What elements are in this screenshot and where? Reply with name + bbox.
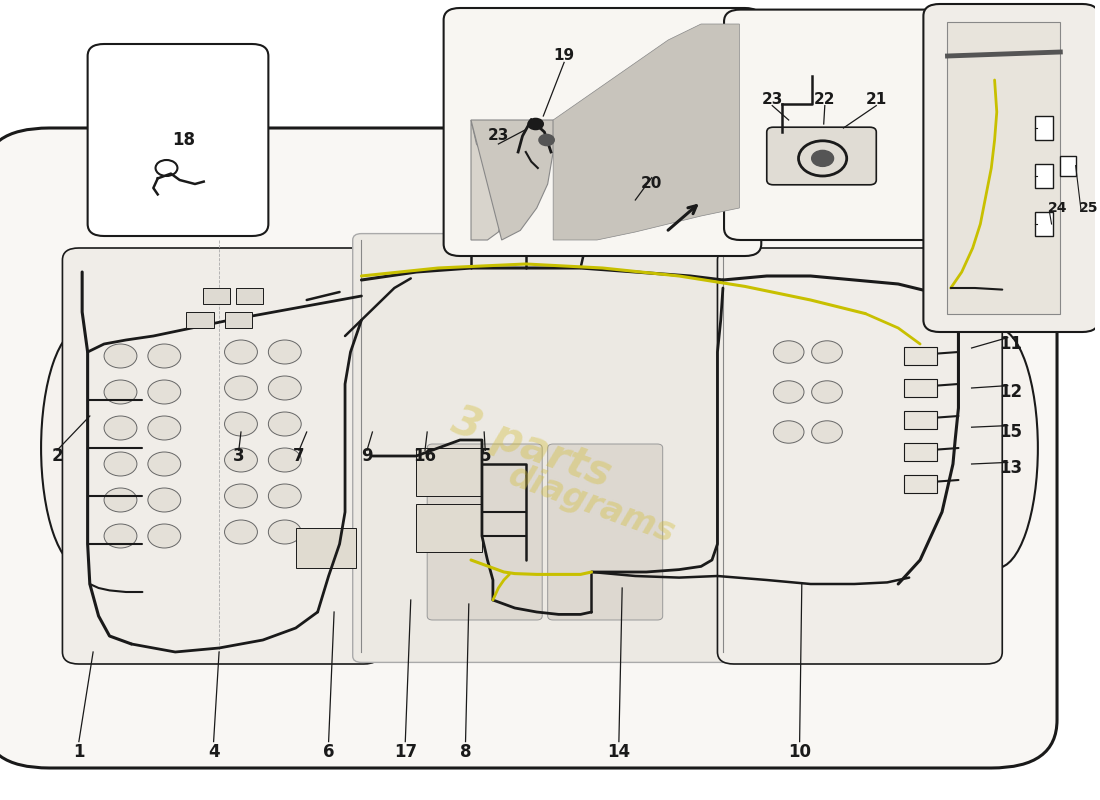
Text: 2: 2 — [51, 447, 63, 465]
Text: 8: 8 — [460, 743, 471, 761]
Text: 14: 14 — [607, 743, 630, 761]
Polygon shape — [553, 24, 739, 240]
Bar — [296, 528, 356, 568]
Bar — [186, 312, 213, 328]
Ellipse shape — [104, 344, 136, 368]
FancyBboxPatch shape — [63, 248, 381, 664]
Text: 15: 15 — [1000, 423, 1023, 441]
Ellipse shape — [268, 520, 301, 544]
Bar — [416, 448, 482, 496]
Text: 25: 25 — [1079, 201, 1099, 215]
Ellipse shape — [773, 421, 804, 443]
Ellipse shape — [224, 376, 257, 400]
Polygon shape — [471, 120, 504, 240]
Ellipse shape — [104, 380, 136, 404]
FancyBboxPatch shape — [717, 248, 1002, 664]
Bar — [1035, 212, 1053, 236]
Text: 11: 11 — [1000, 335, 1023, 353]
Ellipse shape — [812, 381, 843, 403]
Text: 6: 6 — [323, 743, 334, 761]
Bar — [904, 347, 936, 365]
Text: 23: 23 — [487, 129, 509, 143]
Bar — [1060, 156, 1076, 176]
Text: 17: 17 — [394, 743, 417, 761]
Ellipse shape — [224, 484, 257, 508]
FancyBboxPatch shape — [88, 44, 268, 236]
Text: 7: 7 — [294, 447, 305, 465]
Ellipse shape — [224, 448, 257, 472]
Ellipse shape — [104, 524, 136, 548]
Ellipse shape — [224, 340, 257, 364]
Ellipse shape — [147, 344, 180, 368]
Polygon shape — [471, 120, 553, 240]
Ellipse shape — [268, 376, 301, 400]
Text: 18: 18 — [173, 131, 196, 149]
Bar — [235, 288, 263, 304]
FancyBboxPatch shape — [767, 127, 877, 185]
Ellipse shape — [268, 448, 301, 472]
Bar — [1035, 116, 1053, 140]
Text: 9: 9 — [361, 447, 373, 465]
Bar — [1035, 164, 1053, 188]
Ellipse shape — [147, 452, 180, 476]
Ellipse shape — [224, 520, 257, 544]
FancyBboxPatch shape — [353, 234, 732, 662]
Ellipse shape — [147, 524, 180, 548]
Ellipse shape — [268, 340, 301, 364]
Ellipse shape — [773, 381, 804, 403]
Ellipse shape — [104, 488, 136, 512]
Text: 10: 10 — [788, 743, 811, 761]
Circle shape — [528, 118, 543, 130]
Circle shape — [812, 150, 834, 166]
Bar — [904, 379, 936, 397]
Bar — [904, 443, 936, 461]
FancyBboxPatch shape — [0, 128, 1057, 768]
Bar — [416, 504, 482, 552]
Text: 21: 21 — [866, 93, 887, 107]
Ellipse shape — [268, 484, 301, 508]
FancyBboxPatch shape — [724, 10, 940, 240]
FancyBboxPatch shape — [427, 444, 542, 620]
Ellipse shape — [812, 341, 843, 363]
Text: 16: 16 — [414, 447, 437, 465]
Polygon shape — [947, 22, 1060, 314]
Text: 24: 24 — [1048, 201, 1068, 215]
Ellipse shape — [104, 452, 136, 476]
FancyBboxPatch shape — [923, 4, 1099, 332]
Ellipse shape — [147, 380, 180, 404]
Text: 3: 3 — [233, 447, 244, 465]
Ellipse shape — [41, 328, 123, 568]
Ellipse shape — [268, 412, 301, 436]
Text: diagrams: diagrams — [504, 458, 680, 550]
Bar — [224, 312, 252, 328]
Text: 5: 5 — [480, 447, 491, 465]
Ellipse shape — [812, 421, 843, 443]
FancyBboxPatch shape — [548, 444, 662, 620]
Ellipse shape — [104, 416, 136, 440]
Text: 4: 4 — [208, 743, 219, 761]
Text: 22: 22 — [814, 93, 836, 107]
Text: 20: 20 — [641, 177, 662, 191]
Text: 3 parts: 3 parts — [446, 400, 617, 496]
Ellipse shape — [773, 341, 804, 363]
Ellipse shape — [224, 412, 257, 436]
Bar — [904, 411, 936, 429]
Ellipse shape — [956, 328, 1038, 568]
Circle shape — [539, 134, 554, 146]
Text: 23: 23 — [761, 93, 783, 107]
FancyBboxPatch shape — [443, 8, 761, 256]
Text: 13: 13 — [1000, 459, 1023, 477]
Bar — [202, 288, 230, 304]
Text: 1: 1 — [73, 743, 85, 761]
Bar — [904, 475, 936, 493]
Ellipse shape — [147, 488, 180, 512]
Text: 19: 19 — [553, 49, 574, 63]
Ellipse shape — [147, 416, 180, 440]
Text: 12: 12 — [1000, 383, 1023, 401]
